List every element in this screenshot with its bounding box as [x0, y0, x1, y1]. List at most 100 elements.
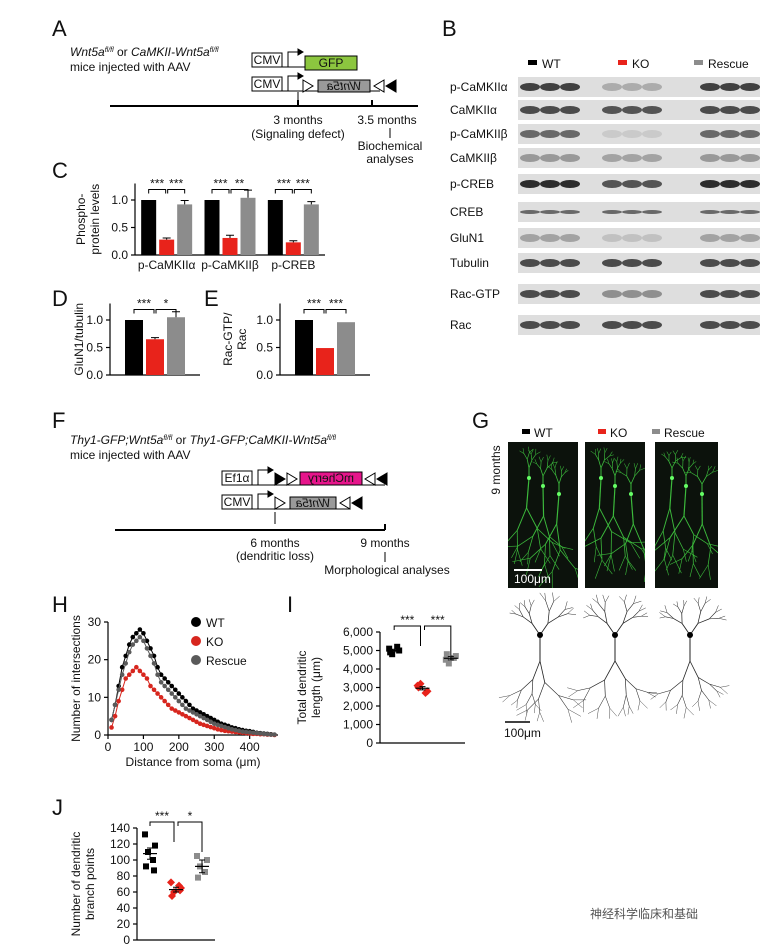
significance-label: ***: [150, 177, 164, 191]
gene-label: mCherry: [308, 471, 354, 485]
band: [560, 154, 580, 162]
dendrite: [697, 465, 701, 471]
soma: [684, 484, 688, 488]
dendrite: [551, 549, 561, 572]
dendrite: [718, 615, 726, 619]
dendrite: [524, 709, 528, 721]
dendrite: [598, 603, 606, 612]
dendrite: [625, 694, 630, 707]
charts: 0.0 0.5 1.0 Phospho-protein levels p-CaMKIIα…: [69, 177, 465, 947]
dendrite: [639, 700, 648, 709]
dendrite: [624, 601, 628, 612]
dendrite: [646, 691, 657, 693]
arrowhead: [267, 490, 274, 498]
dendrite: [544, 592, 546, 601]
text: mice injected with AAV: [70, 60, 191, 74]
band: [540, 106, 560, 114]
marker: [126, 649, 132, 655]
marker: [243, 729, 249, 735]
point: [151, 867, 157, 874]
dendrite: [687, 467, 692, 473]
promoter: [252, 469, 268, 486]
dendrite: [601, 559, 613, 575]
dendrite: [635, 688, 647, 693]
soma: [612, 632, 618, 638]
dendrite: [678, 558, 683, 574]
dendrite: [632, 611, 640, 618]
dendrite: [624, 594, 627, 602]
dendrite: [526, 452, 530, 460]
dendrite: [624, 678, 627, 695]
marker: [226, 725, 231, 731]
dendrite: [544, 544, 546, 564]
marker: [183, 698, 189, 704]
marker: [176, 698, 182, 704]
gene-box: [299, 471, 363, 486]
marker: [148, 683, 153, 689]
dendrite: [677, 463, 683, 469]
dendrite: [536, 528, 542, 549]
dendrite: [683, 707, 687, 719]
dendrite: [532, 461, 537, 465]
loxp: [373, 79, 385, 93]
band: [700, 290, 720, 298]
legend-label: Rescue: [664, 426, 705, 440]
marker: [187, 708, 192, 713]
dendrite: [616, 456, 619, 462]
dendrite: [623, 536, 642, 550]
point: [194, 853, 200, 859]
panel-label: G: [472, 408, 489, 433]
dendrite: [528, 450, 532, 455]
dendrite: [539, 660, 546, 683]
dendrite: [619, 596, 625, 603]
significance-label: ***: [431, 613, 445, 627]
dendrite: [596, 448, 599, 454]
dendrite: [694, 465, 698, 471]
significance-bracket: [230, 189, 249, 194]
dendrite: [712, 466, 716, 473]
significance-bracket: [211, 189, 230, 194]
promoter-label: CMV: [254, 53, 281, 67]
dendrite: [545, 600, 550, 612]
bar: [303, 204, 319, 255]
marker: [208, 715, 214, 721]
dendrite: [671, 460, 676, 469]
dendrite: [535, 451, 541, 455]
dendrite: [641, 612, 648, 617]
construct: [110, 48, 418, 138]
soma: [629, 492, 633, 496]
dendrite: [701, 523, 712, 547]
loxp: [351, 496, 363, 510]
dendrite: [530, 449, 534, 455]
dendrite: [676, 457, 679, 464]
bar: [285, 242, 301, 255]
marker: [158, 695, 164, 700]
dendrite: [542, 485, 545, 517]
dendrite: [712, 470, 718, 473]
panel-label: E: [204, 286, 219, 311]
dendrite: [674, 532, 684, 550]
dendrite: [672, 532, 676, 556]
band: [622, 290, 642, 298]
dendrite: [585, 537, 602, 547]
marker: [257, 731, 263, 736]
marker: [197, 721, 203, 726]
dendrite: [551, 461, 556, 469]
dendrite: [688, 457, 691, 463]
significance-bracket: [149, 821, 175, 842]
dendrite: [589, 615, 598, 617]
dendrite: [665, 616, 674, 619]
dendrite: [707, 543, 713, 555]
dendrite: [687, 550, 693, 562]
age-label: 9 months: [489, 445, 503, 494]
dendrite: [532, 515, 544, 537]
dendrite: [682, 455, 687, 462]
dendrite: [627, 560, 637, 571]
marker: [250, 730, 256, 736]
marker: [151, 661, 157, 666]
band: [520, 180, 540, 188]
gene-box: [289, 496, 337, 510]
dendrite: [600, 538, 603, 561]
text: 6 months: [250, 536, 299, 550]
dendrite: [639, 467, 645, 471]
